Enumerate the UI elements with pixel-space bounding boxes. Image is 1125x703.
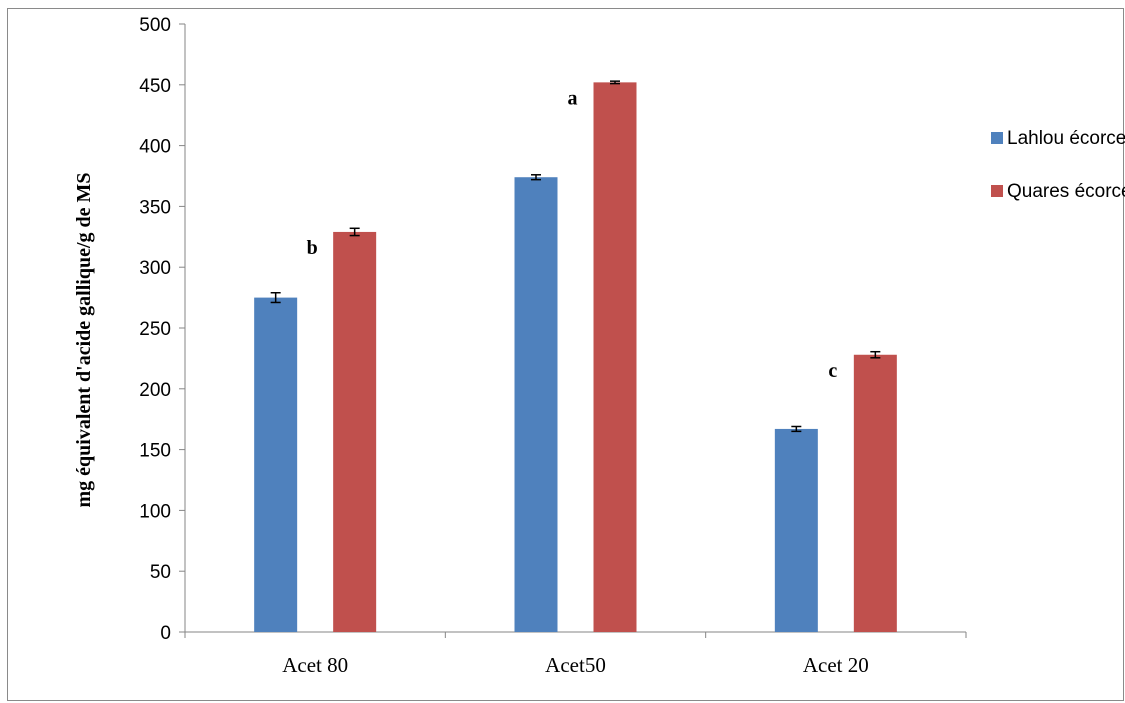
legend-swatch [991, 185, 1003, 197]
category-labels: Acet 80 Acet50 Acet 20 [282, 653, 869, 677]
bar-quares [333, 231, 377, 632]
y-axis: 0 50 100 150 200 250 300 350 400 450 500 [139, 15, 186, 644]
bar-quares [853, 354, 897, 632]
significance-labels: b a c [307, 87, 838, 381]
y-axis-label: mg équivalent d'acide gallique/g de MS [73, 172, 95, 507]
y-tick-label: 400 [139, 137, 171, 158]
bar-lahlou [774, 428, 818, 632]
y-tick-label: 100 [139, 501, 171, 522]
x-axis [184, 631, 967, 638]
y-tick-label: 300 [139, 258, 171, 279]
bars [254, 80, 897, 633]
x-category-label: Acet50 [545, 653, 606, 677]
y-tick-label: 250 [139, 319, 171, 340]
y-tick-label: 50 [150, 562, 171, 583]
legend-label: Lahlou écorce [1007, 128, 1125, 149]
bar-lahlou [514, 177, 558, 632]
y-tick-label: 150 [139, 441, 171, 462]
significance-letter: b [307, 237, 318, 259]
legend: Lahlou écorce Quares écorce [991, 128, 1125, 202]
bar-lahlou [254, 297, 298, 632]
legend-swatch [991, 132, 1003, 144]
y-tick-label: 450 [139, 76, 171, 97]
y-tick-label: 500 [139, 15, 171, 36]
y-tick-label: 200 [139, 380, 171, 401]
significance-letter: a [568, 87, 578, 109]
legend-label: Quares écorce [1007, 181, 1125, 202]
y-tick-label: 0 [160, 623, 171, 644]
significance-letter: c [828, 360, 837, 382]
chart-frame [7, 8, 1124, 701]
bar-quares [593, 82, 637, 633]
y-tick-label: 350 [139, 197, 171, 218]
x-category-label: Acet 80 [282, 653, 348, 677]
x-category-label: Acet 20 [803, 653, 869, 677]
